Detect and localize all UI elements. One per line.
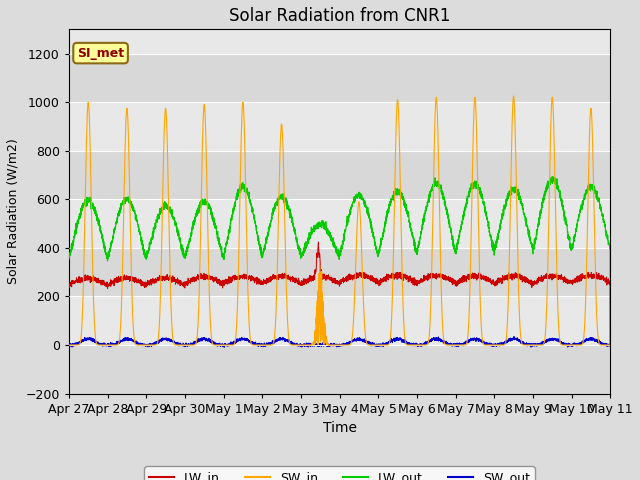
Bar bbox=[69, 248, 611, 297]
Bar bbox=[69, 345, 611, 394]
Bar bbox=[69, 54, 611, 102]
Bar bbox=[69, 102, 611, 151]
X-axis label: Time: Time bbox=[323, 421, 356, 435]
Bar bbox=[69, 151, 611, 199]
Bar bbox=[69, 199, 611, 248]
Bar bbox=[69, 297, 611, 345]
Title: Solar Radiation from CNR1: Solar Radiation from CNR1 bbox=[229, 7, 451, 25]
Y-axis label: Solar Radiation (W/m2): Solar Radiation (W/m2) bbox=[7, 139, 20, 284]
Text: SI_met: SI_met bbox=[77, 47, 124, 60]
Legend: LW_in, SW_in, LW_out, SW_out: LW_in, SW_in, LW_out, SW_out bbox=[144, 467, 535, 480]
